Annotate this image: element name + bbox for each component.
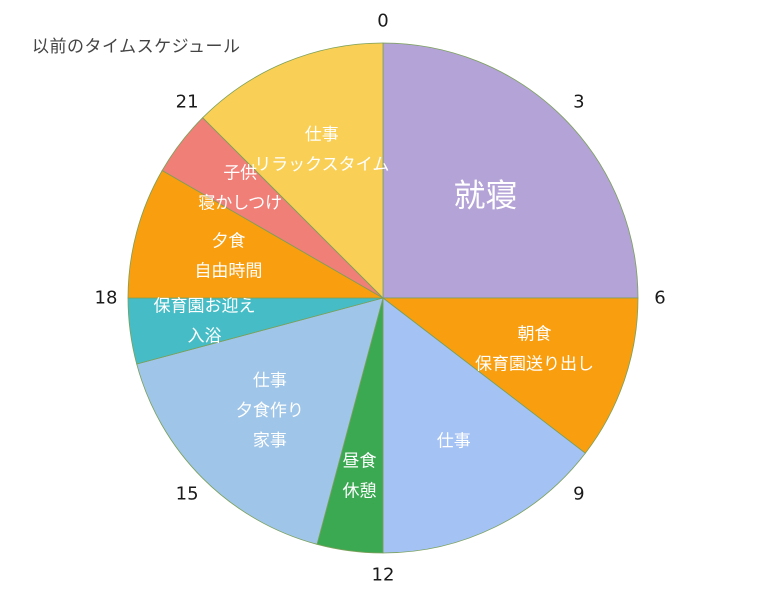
slice-label-0-0: 就寝 [454, 176, 518, 214]
pie-slice-8 [202, 42, 384, 299]
hour-label-3: 3 [573, 92, 584, 113]
hour-label-0: 0 [377, 11, 388, 32]
pie-slice-2 [382, 297, 586, 554]
slice-label-7-1: 寝かしつけ [198, 192, 282, 213]
slice-label-4-2: 家事 [253, 431, 287, 451]
slice-label-6-0: 夕食 [211, 232, 245, 252]
slice-label-3-0: 昼食 [343, 451, 377, 471]
pie-slice-6 [127, 169, 385, 299]
hour-label-12: 12 [372, 565, 395, 586]
slice-label-1-1: 保育園送り出し [475, 354, 594, 374]
slice-label-8-0: 仕事 [305, 125, 339, 145]
slice-label-7-0: 子供 [223, 163, 257, 183]
pie-slice-1 [381, 297, 639, 454]
slice-label-6-1: 自由時間 [194, 262, 262, 282]
hour-label-15: 15 [176, 483, 199, 504]
slice-label-3-1: 休憩 [343, 481, 377, 501]
pie-slice-4 [136, 297, 384, 545]
hour-label-9: 9 [573, 483, 584, 504]
hour-label-21: 21 [176, 92, 199, 113]
slice-label-8-1: リラックスタイム [254, 155, 389, 175]
slice-label-4-0: 仕事 [253, 371, 287, 391]
pie-slice-0 [382, 42, 639, 299]
slice-label-5-0: 保育園お迎え [154, 296, 256, 316]
hour-label-6: 6 [654, 288, 665, 309]
slice-label-4-1: 夕食作り [236, 401, 304, 421]
chart-title: 以前のタイムスケジュール [32, 37, 241, 57]
slice-label-2-0: 仕事 [437, 431, 471, 451]
hour-label-18: 18 [95, 288, 118, 309]
slice-label-1-0: 朝食 [518, 324, 552, 344]
slice-label-5-1: 入浴 [188, 326, 222, 346]
